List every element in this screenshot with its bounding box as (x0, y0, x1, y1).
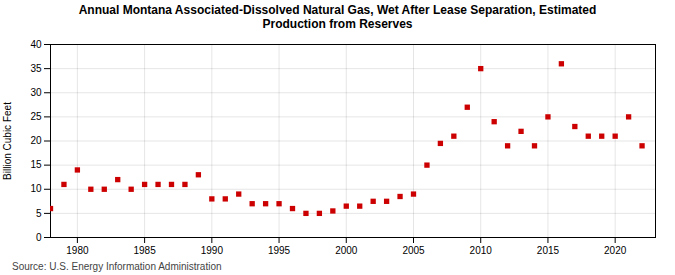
svg-text:Billion Cubic Feet: Billion Cubic Feet (2, 102, 13, 180)
svg-text:30: 30 (30, 87, 42, 98)
svg-text:2005: 2005 (402, 244, 425, 255)
svg-text:5: 5 (36, 207, 42, 218)
svg-text:40: 40 (30, 38, 42, 49)
svg-text:15: 15 (30, 159, 42, 170)
svg-text:2015: 2015 (537, 244, 560, 255)
svg-text:1980: 1980 (66, 244, 89, 255)
svg-text:1995: 1995 (268, 244, 291, 255)
svg-text:0: 0 (36, 231, 42, 242)
svg-text:2020: 2020 (604, 244, 627, 255)
svg-text:2000: 2000 (335, 244, 358, 255)
svg-text:1990: 1990 (201, 244, 224, 255)
svg-text:1985: 1985 (133, 244, 156, 255)
svg-text:25: 25 (30, 111, 42, 122)
svg-text:35: 35 (30, 63, 42, 74)
html-text:Source: U.S. Energy Informatio: Source: U.S. Energy Information Administ… (12, 260, 222, 272)
svg-text:10: 10 (30, 183, 42, 194)
svg-text:20: 20 (30, 135, 42, 146)
html-text:Annual Montana Associated-Diss: Annual Montana Associated-Dissolved Natu… (78, 3, 597, 32)
svg-text:2010: 2010 (470, 244, 493, 255)
